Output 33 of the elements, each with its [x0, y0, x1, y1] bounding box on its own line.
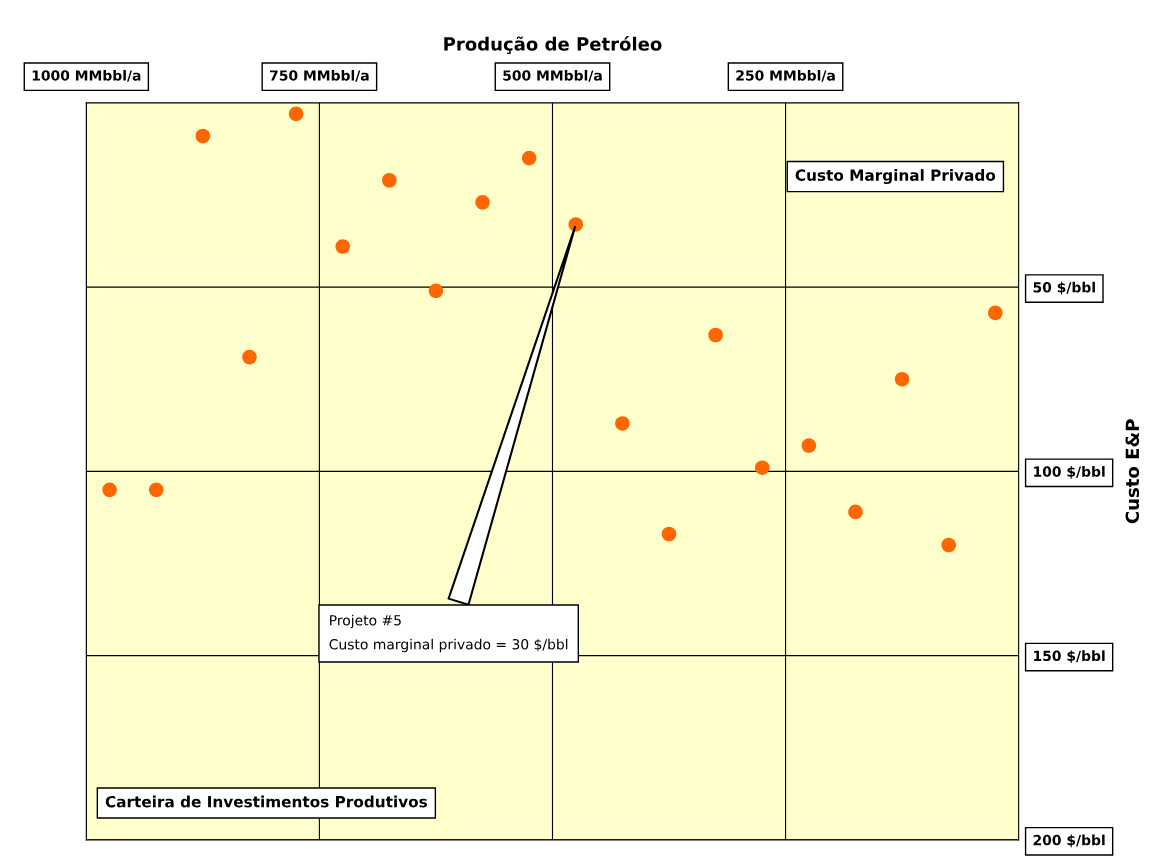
point	[708, 327, 723, 343]
x-tick-label: 750 MMbbl/a	[270, 69, 369, 82]
point	[568, 217, 584, 232]
x-tick-label: 1000 MMbbl/a	[32, 69, 141, 82]
point	[195, 128, 211, 144]
y-tick-label: 150 $/bbl	[1034, 650, 1105, 663]
y-axis-title: Custo E&P	[1125, 419, 1140, 524]
point	[521, 150, 537, 166]
point	[335, 239, 350, 254]
point	[102, 482, 117, 498]
point	[754, 460, 770, 475]
annotation: Carteira de Investimentos Produtivos	[105, 795, 427, 808]
point	[988, 305, 1003, 321]
point	[848, 504, 863, 520]
point	[894, 371, 910, 387]
y-tick-label: 100 $/bbl	[1034, 466, 1105, 479]
point	[288, 106, 304, 122]
point	[428, 283, 444, 299]
point	[661, 526, 677, 542]
x-axis-title: Produção de Petróleo	[444, 36, 662, 55]
x-tick-label: 250 MMbbl/a	[736, 69, 835, 82]
x-tick-label: 500 MMbbl/a	[503, 69, 602, 82]
point	[475, 195, 490, 210]
point	[615, 416, 630, 431]
point	[382, 172, 397, 188]
annotation: Projeto #5 Custo marginal privado = 30 $/bbl	[329, 614, 568, 653]
annotation: Custo Marginal Privado	[795, 169, 996, 184]
point	[242, 349, 257, 365]
y-tick-label: 50 $/bbl	[1033, 281, 1095, 295]
y-tick-label: 200 $/bbl	[1033, 834, 1105, 848]
point	[801, 438, 817, 453]
point	[941, 537, 956, 553]
point	[148, 482, 164, 498]
